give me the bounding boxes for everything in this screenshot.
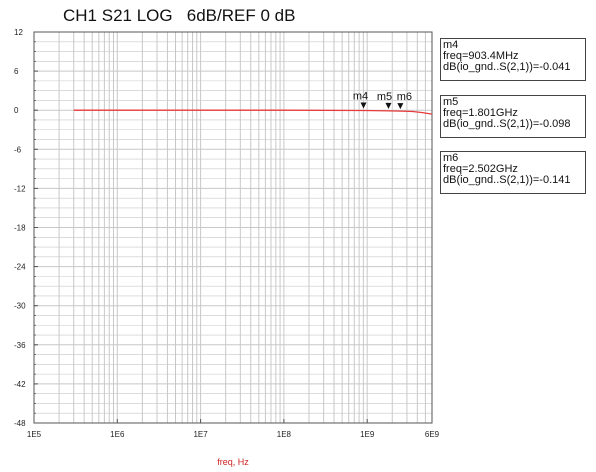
- marker-box-value: dB(io_gnd..S(2,1))=-0.098: [443, 118, 571, 130]
- y-tick-label: 6: [14, 67, 19, 76]
- y-tick-label: -48: [14, 419, 26, 428]
- marker-box-name: m4: [443, 39, 459, 51]
- y-tick-label: -18: [14, 224, 26, 233]
- y-tick-label: 0: [14, 106, 19, 115]
- marker-label-m5: m5: [377, 91, 392, 103]
- y-tick-label: -36: [14, 341, 26, 350]
- y-tick-label: -42: [14, 380, 26, 389]
- x-axis-label: freq, Hz: [217, 457, 249, 467]
- chart-header: CH1 S21 LOG 6dB/REF 0 dB: [63, 6, 296, 25]
- x-tick-label: 1E9: [360, 430, 375, 439]
- y-tick-label: 12: [14, 28, 23, 37]
- marker-box-name: m5: [443, 96, 459, 108]
- markers: m4 m5 m6: [353, 90, 412, 110]
- marker-label-m4: m4: [353, 90, 368, 102]
- marker-box-m6[interactable]: m6 freq=2.502GHz dB(io_gnd..S(2,1))=-0.1…: [440, 151, 586, 194]
- y-tick-label: -24: [14, 263, 26, 272]
- x-tick-label: 1E5: [27, 430, 42, 439]
- marker-box-freq: freq=1.801GHz: [443, 107, 518, 119]
- marker-label-m6: m6: [397, 91, 412, 103]
- marker-box-freq: freq=2.502GHz: [443, 163, 518, 175]
- y-tick-label: -6: [14, 145, 22, 154]
- marker-box-name: m6: [443, 152, 459, 164]
- grid: [33, 31, 433, 424]
- x-tick-label: 1E8: [277, 430, 292, 439]
- marker-triangle-m5: [385, 102, 392, 109]
- x-tick-label: 1E6: [110, 430, 125, 439]
- x-tick-label: 6E9: [425, 430, 440, 439]
- marker-triangle-m6: [397, 103, 404, 110]
- marker-box-value: dB(io_gnd..S(2,1))=-0.041: [443, 61, 571, 73]
- x-tick-label: 1E7: [193, 430, 208, 439]
- trace: [73, 109, 433, 115]
- marker-box-value: dB(io_gnd..S(2,1))=-0.141: [443, 174, 571, 186]
- marker-box-m4[interactable]: m4 freq=903.4MHz dB(io_gnd..S(2,1))=-0.0…: [440, 38, 586, 81]
- y-tick-label: -12: [14, 184, 26, 193]
- y-tick-label: -30: [14, 302, 26, 311]
- marker-triangle-m4: [360, 102, 367, 109]
- marker-box-m5[interactable]: m5 freq=1.801GHz dB(io_gnd..S(2,1))=-0.0…: [440, 95, 586, 138]
- marker-box-freq: freq=903.4MHz: [443, 50, 519, 62]
- trace-line: [73, 109, 433, 115]
